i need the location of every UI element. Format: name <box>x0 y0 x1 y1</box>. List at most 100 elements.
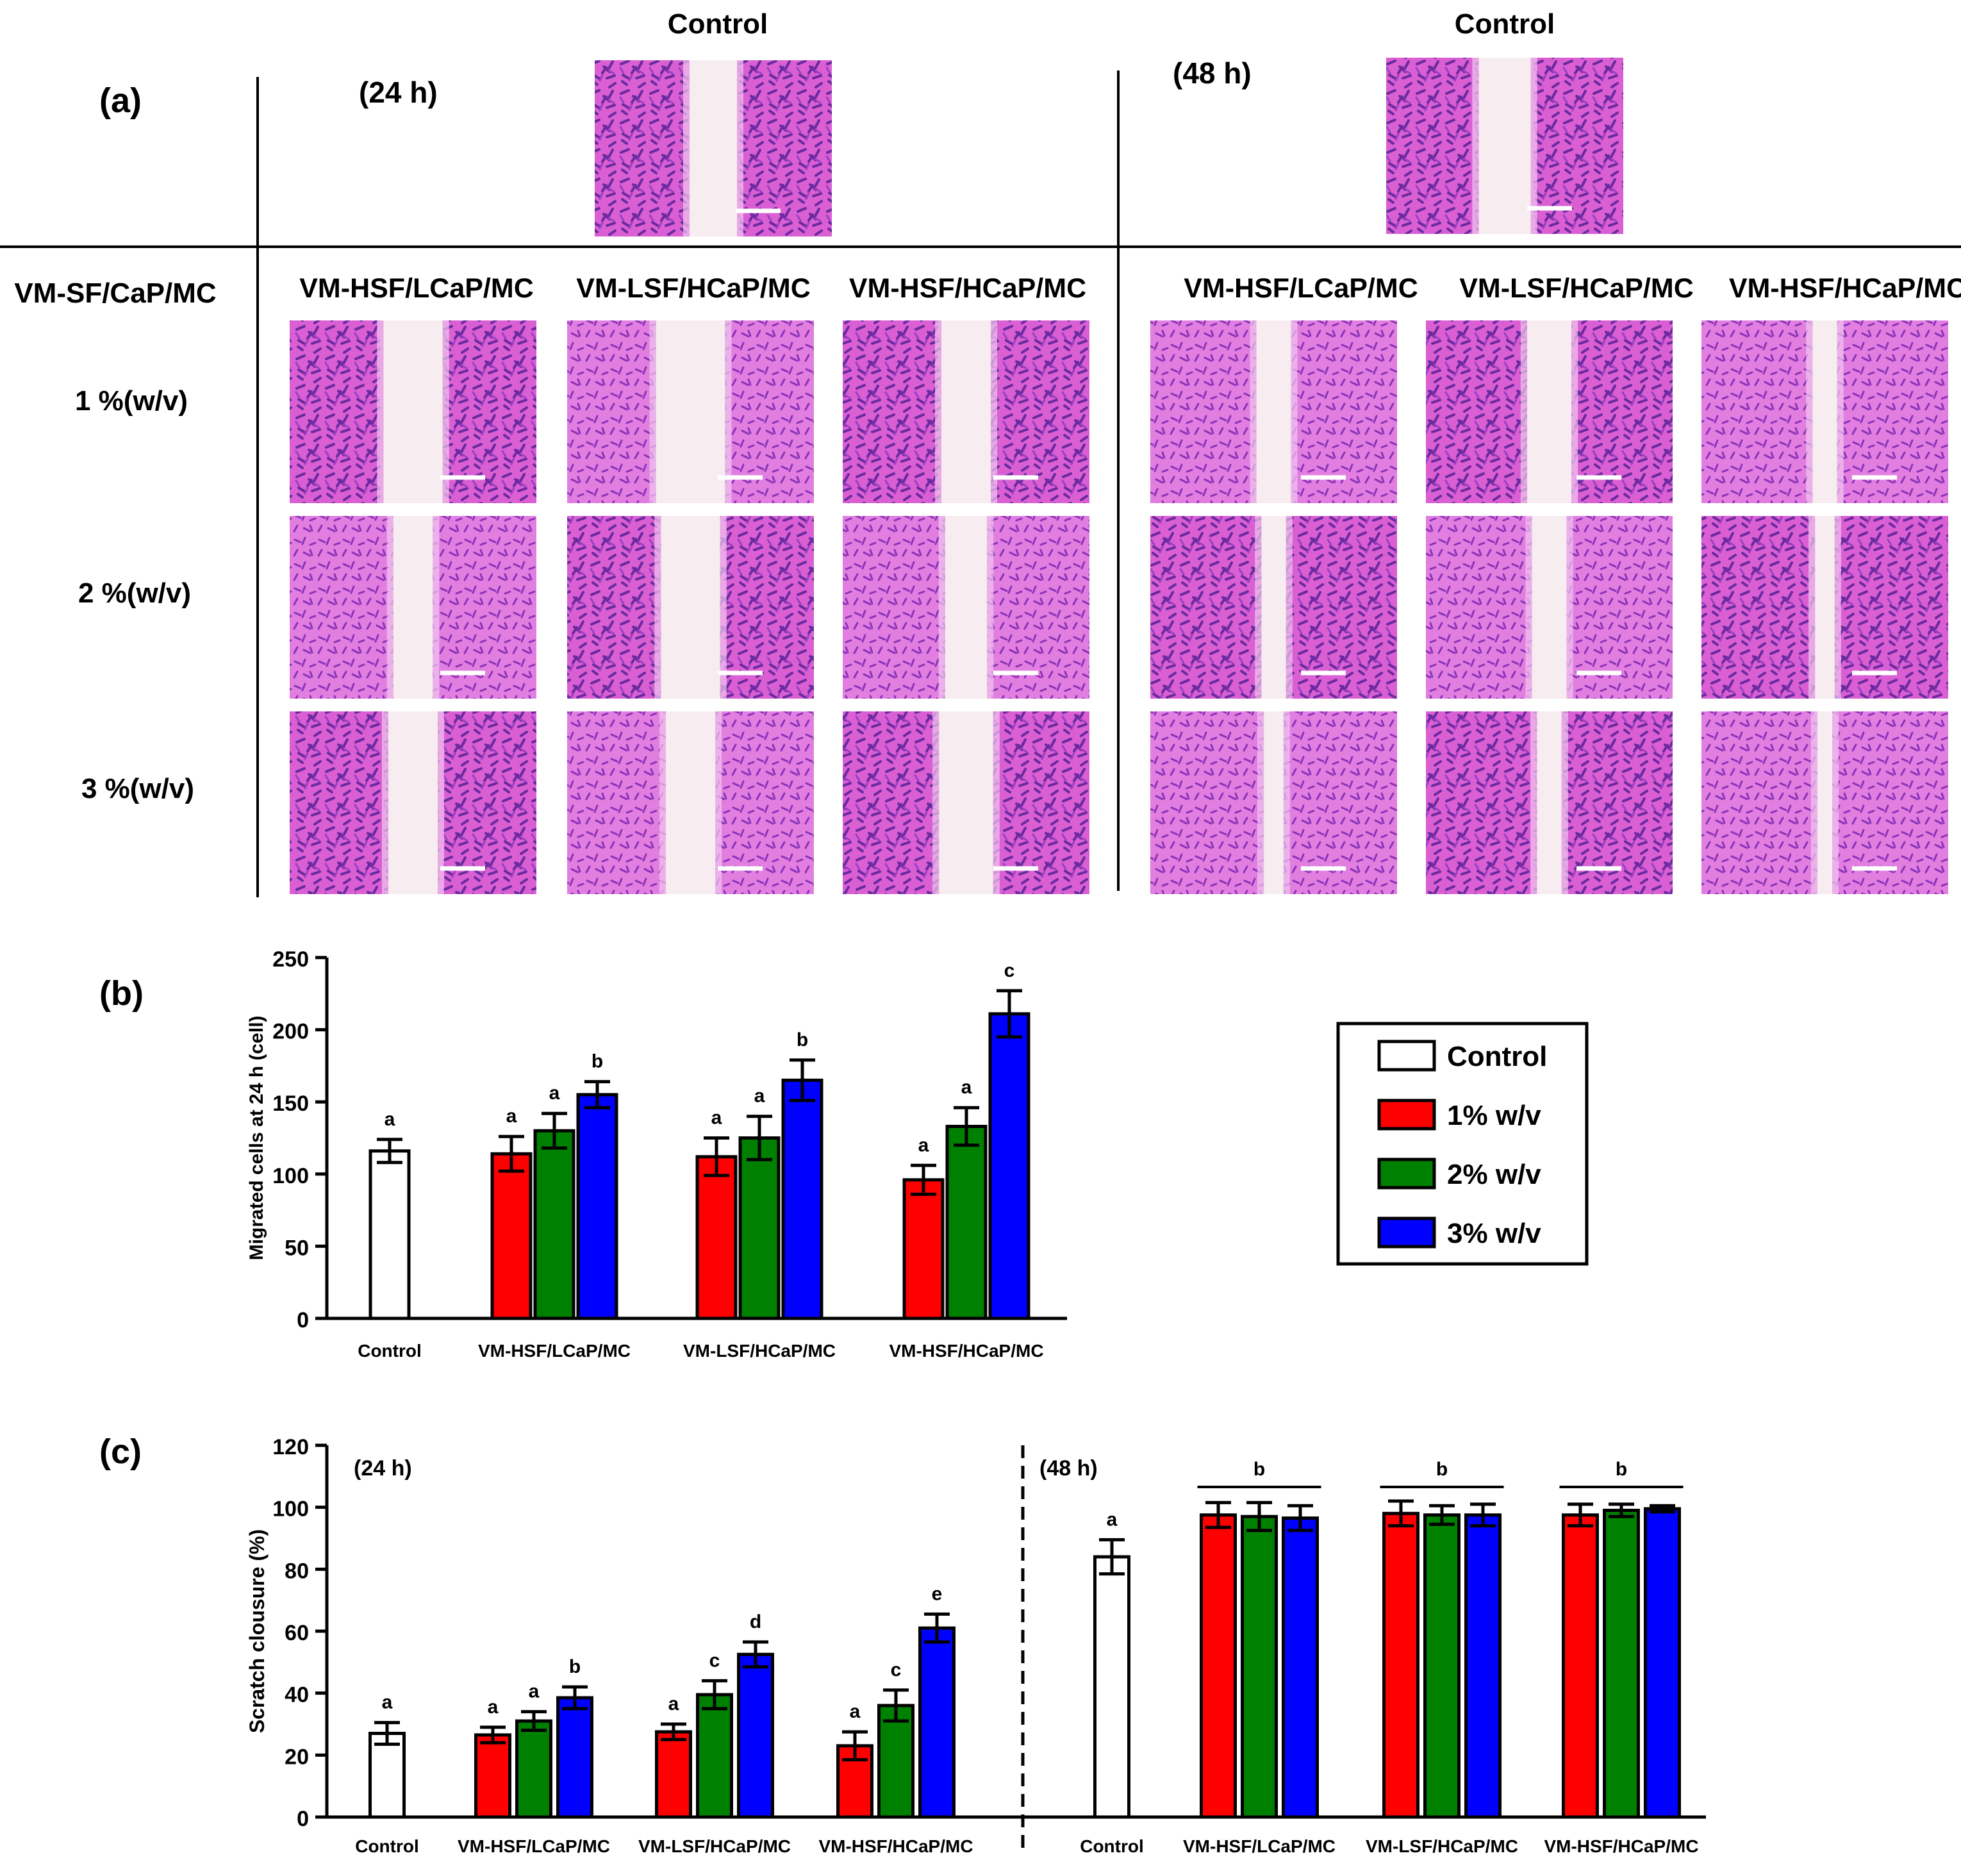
y-tick-label: 200 <box>272 1020 309 1044</box>
micrograph-5-2 <box>1701 711 1948 894</box>
bar <box>902 1178 945 1320</box>
scratch-edge <box>1571 320 1578 503</box>
scratch-edge <box>993 711 1000 894</box>
significance-letter: a <box>668 1693 679 1714</box>
micrograph-1-1 <box>567 516 814 699</box>
scratch-gap <box>388 711 438 894</box>
significance-letter: d <box>750 1611 761 1632</box>
scratch-edge <box>987 516 994 699</box>
group-letter: b <box>1616 1459 1627 1480</box>
scratch-edge <box>1561 711 1568 894</box>
scratch-gap <box>393 516 433 699</box>
scratch-edge <box>1530 58 1537 234</box>
micrograph-2-0 <box>843 320 1089 503</box>
legend-label: 3% w/v <box>1447 1218 1541 1249</box>
bar <box>1382 1511 1419 1819</box>
category-label: VM-LSF/HCaP/MC <box>638 1836 791 1856</box>
bar-group: a a c <box>902 960 1030 1320</box>
y-tick-label: 150 <box>272 1092 309 1116</box>
time-section-label: (24 h) <box>354 1456 412 1481</box>
bar-group: b <box>1380 1459 1504 1819</box>
col-24h-hsf-hcap: VM-HSF/HCaP/MC <box>849 273 1086 304</box>
control-title-24h: Control <box>668 8 768 40</box>
significance-letter: a <box>1107 1509 1118 1530</box>
bar <box>1241 1515 1278 1819</box>
micrograph-5-1 <box>1701 516 1948 699</box>
panel-c-label: (c) <box>99 1432 142 1471</box>
micrograph-3-1 <box>1150 516 1397 699</box>
scratch-edge <box>659 711 666 894</box>
col-24h-hsf-lcap: VM-HSF/LCaP/MC <box>299 273 534 304</box>
scratch-gap <box>666 711 715 894</box>
category-label: VM-HSF/HCaP/MC <box>1544 1836 1698 1856</box>
col-48h-hsf-hcap: VM-HSF/HCaP/MC <box>1729 273 1961 304</box>
scratch-edge <box>1806 320 1813 503</box>
significance-letter: b <box>797 1029 808 1050</box>
significance-letter: a <box>850 1701 861 1722</box>
bar <box>781 1078 823 1320</box>
significance-letter: a <box>506 1106 517 1127</box>
scratch-edge <box>1530 711 1537 894</box>
legend-items: Control 1% w/v 2% w/v 3% w/v <box>1377 1040 1547 1249</box>
scratch-edge <box>438 711 444 894</box>
scratch-edge <box>1255 516 1262 699</box>
category-label: Control <box>1080 1836 1144 1856</box>
scratch-gap <box>1264 711 1284 894</box>
micrograph-2-1 <box>843 516 1089 699</box>
time-section-label: (48 h) <box>1039 1456 1098 1481</box>
control-title-48h: Control <box>1455 8 1555 40</box>
micrograph-0-0 <box>290 320 536 503</box>
bar-group: a <box>368 1109 411 1320</box>
bar <box>556 1696 593 1819</box>
scratch-edge <box>1810 711 1817 894</box>
panel-a: (a) (24 h) (48 h) Control Control VM-SF/… <box>0 8 1961 897</box>
scratch-edge <box>1283 711 1290 894</box>
category-label: VM-HSF/HCaP/MC <box>889 1341 1043 1361</box>
scratch-gap <box>1478 58 1531 234</box>
micrograph-5-0 <box>1701 320 1948 503</box>
micrograph-4-0 <box>1426 320 1673 503</box>
significance-letter: a <box>382 1692 393 1713</box>
scratch-gap <box>1537 711 1562 894</box>
scratch-gap <box>1817 711 1833 894</box>
scratch-gap <box>1527 320 1572 503</box>
significance-letter: a <box>488 1697 499 1718</box>
chart-b-migrated-cells: 0 50 100 150 200 250 Migrated cells at 24 h (c… <box>246 947 1067 1361</box>
bar <box>737 1652 774 1819</box>
scratch-gap <box>656 320 725 503</box>
panel-b-label: (b) <box>99 974 144 1013</box>
category-label: VM-HSF/LCaP/MC <box>478 1341 631 1361</box>
scratch-gap <box>1261 516 1286 699</box>
y-tick-label: 50 <box>285 1236 309 1260</box>
bar <box>490 1152 533 1320</box>
col-48h-lsf-hcap: VM-LSF/HCaP/MC <box>1459 273 1694 304</box>
bar <box>1423 1513 1460 1819</box>
legend-label: Control <box>1447 1041 1547 1072</box>
scratch-edge <box>649 320 656 503</box>
condition-2pct: 2 %(w/v) <box>78 577 191 609</box>
micrograph-grid <box>290 58 1948 894</box>
category-label: VM-HSF/LCaP/MC <box>458 1836 610 1856</box>
legend-label: 2% w/v <box>1447 1159 1541 1190</box>
row-header: VM-SF/CaP/MC <box>14 278 216 309</box>
scratch-edge <box>1832 711 1839 894</box>
significance-letter: c <box>891 1659 902 1681</box>
significance-letter: c <box>1004 960 1015 981</box>
micrograph-control-48h <box>1386 58 1623 234</box>
bar <box>515 1719 552 1819</box>
bar <box>738 1136 781 1320</box>
scratch-edge <box>442 320 449 503</box>
bar <box>368 1732 406 1819</box>
time-label-24h: (24 h) <box>359 76 438 109</box>
legend-label: 1% w/v <box>1447 1100 1541 1131</box>
micrograph-4-1 <box>1426 516 1673 699</box>
scratch-edge <box>1520 320 1527 503</box>
scratch-edge <box>725 320 732 503</box>
scratch-gap <box>383 320 443 503</box>
time-label-48h: (48 h) <box>1173 56 1252 90</box>
bar-group: b <box>1197 1459 1321 1819</box>
scratch-edge <box>1286 516 1293 699</box>
scratch-edge <box>715 711 722 894</box>
scratch-edge <box>654 516 661 699</box>
